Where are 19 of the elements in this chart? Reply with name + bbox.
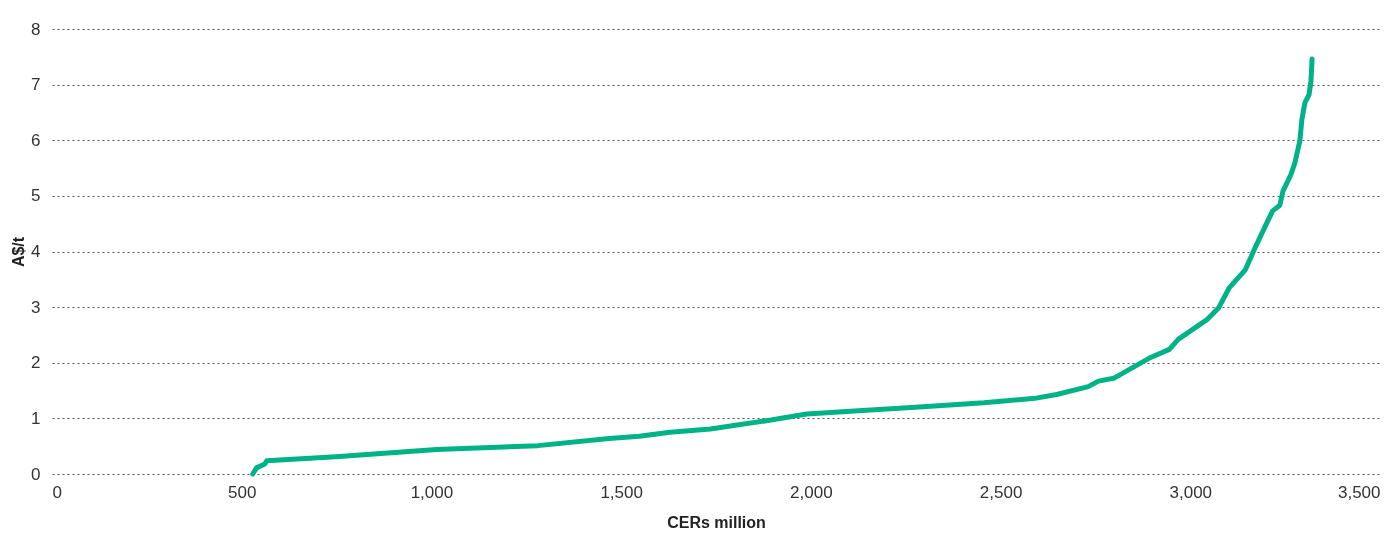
x-tick-label: 2,000 (790, 482, 833, 502)
y-tick-label: 8 (31, 19, 41, 39)
y-tick-label: 1 (31, 408, 41, 428)
y-tick-label: 3 (31, 297, 41, 317)
y-tick-label: 4 (31, 242, 41, 261)
x-tick-label: 2,500 (979, 482, 1023, 502)
y-tick-label: 7 (31, 75, 41, 95)
x-tick-label: 1,000 (410, 482, 454, 502)
y-axis-title: A$/t (10, 236, 28, 268)
y-tick-label: 0 (31, 464, 41, 484)
x-tick-label: 500 (228, 482, 257, 502)
x-tick-label: 0 (52, 482, 62, 502)
y-tick-label: 2 (31, 353, 41, 373)
y-tick-label: 6 (31, 130, 41, 150)
x-axis-title: CERs million (667, 513, 766, 531)
y-tick-label: 5 (31, 186, 41, 206)
x-tick-label: 3,000 (1169, 482, 1213, 502)
x-tick-label: 1,500 (600, 482, 643, 502)
x-tick-label: 3,500 (1337, 482, 1381, 502)
